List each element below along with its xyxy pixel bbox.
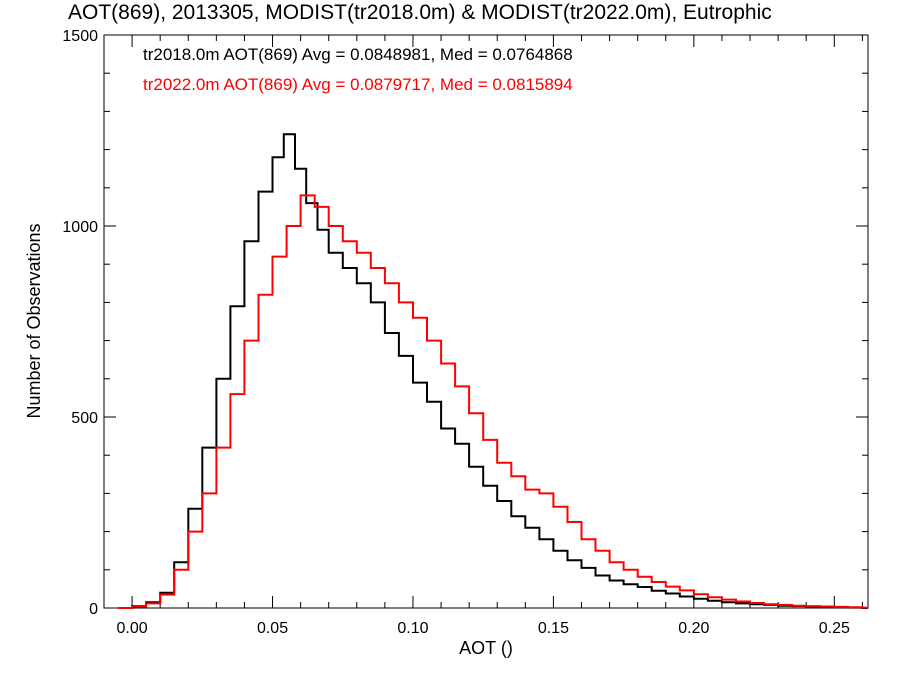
annotation-black: tr2018.0m AOT(869) Avg = 0.0848981, Med … — [143, 45, 573, 64]
axis-ticks: 0.00 0.05 0.10 0.15 0.20 0.25 0 500 1000 1500 — [62, 28, 868, 637]
y-tick-label: 500 — [71, 410, 98, 427]
y-tick-label: 0 — [89, 601, 98, 618]
chart-title: AOT(869), 2013305, MODIST(tr2018.0m) & M… — [68, 1, 772, 24]
histogram-series-0 — [118, 133, 868, 609]
plot-frame — [103, 34, 869, 609]
annotation-red: tr2022.0m AOT(869) Avg = 0.0879717, Med … — [143, 75, 573, 94]
x-tick-label: 0.15 — [538, 620, 569, 637]
y-axis-label: Number of Observations — [24, 223, 44, 418]
series-group — [118, 133, 868, 609]
x-tick-label: 0.20 — [678, 620, 709, 637]
x-tick-label: 0.25 — [819, 620, 850, 637]
x-tick-label: 0.05 — [257, 620, 288, 637]
y-tick-label: 1500 — [62, 28, 98, 45]
x-tick-label: 0.10 — [397, 620, 428, 637]
x-tick-label: 0.00 — [117, 620, 148, 637]
histogram-series-1 — [118, 194, 868, 609]
y-tick-label: 1000 — [62, 219, 98, 236]
x-axis-label: AOT () — [459, 638, 513, 658]
